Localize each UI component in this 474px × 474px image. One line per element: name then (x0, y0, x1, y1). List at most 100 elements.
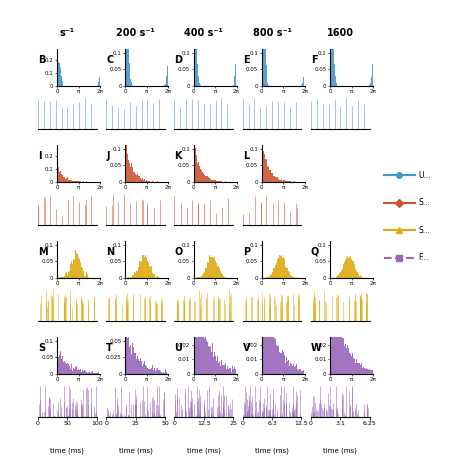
Bar (199, 83, 200, 86)
Bar (289, 366, 290, 374)
Bar (127, 26, 128, 86)
Bar (77, 370, 78, 374)
Bar (345, 260, 346, 278)
Bar (212, 257, 213, 278)
Bar (213, 357, 214, 374)
Text: K: K (174, 151, 182, 161)
Bar (276, 263, 277, 278)
Text: L: L (243, 151, 249, 161)
Bar (363, 367, 364, 374)
Bar (261, 269, 262, 374)
Bar (278, 179, 279, 182)
Bar (333, 44, 334, 86)
Bar (262, 29, 263, 86)
Bar (193, 46, 194, 86)
Bar (286, 181, 287, 182)
Bar (372, 64, 373, 86)
Bar (132, 343, 133, 374)
Bar (194, 147, 195, 182)
Bar (358, 274, 359, 278)
Bar (371, 77, 372, 86)
Bar (210, 257, 211, 278)
Bar (207, 342, 208, 374)
Bar (74, 369, 75, 374)
Bar (142, 366, 143, 374)
Bar (272, 272, 273, 278)
Bar (74, 260, 75, 278)
Bar (275, 339, 276, 374)
Bar (230, 368, 231, 374)
Bar (156, 369, 157, 374)
Bar (136, 271, 137, 278)
Bar (61, 76, 62, 86)
Bar (135, 174, 136, 182)
Bar (264, 154, 265, 182)
Bar (153, 370, 154, 374)
Bar (89, 373, 90, 374)
Bar (68, 180, 69, 182)
Bar (209, 260, 210, 278)
Bar (354, 358, 355, 374)
Bar (204, 272, 205, 278)
Bar (341, 271, 342, 278)
Bar (56, 354, 57, 374)
Bar (67, 275, 68, 278)
Bar (199, 330, 200, 374)
Bar (212, 343, 213, 374)
Bar (272, 173, 273, 182)
Bar (228, 369, 229, 374)
Bar (197, 300, 198, 374)
Bar (336, 83, 337, 86)
Bar (147, 368, 148, 374)
Bar (166, 75, 167, 86)
Bar (233, 369, 234, 374)
Bar (267, 83, 268, 86)
Text: D: D (174, 55, 182, 65)
Bar (78, 257, 79, 278)
Bar (194, 277, 195, 374)
Bar (352, 261, 353, 278)
Bar (77, 181, 78, 182)
Bar (73, 181, 74, 182)
Bar (132, 275, 133, 278)
Bar (221, 273, 222, 278)
Bar (360, 275, 361, 278)
Bar (154, 274, 155, 278)
Bar (296, 364, 297, 374)
Bar (141, 179, 142, 182)
Bar (279, 179, 280, 182)
Bar (98, 82, 99, 86)
Bar (362, 368, 363, 374)
Bar (63, 361, 64, 374)
Bar (73, 259, 74, 278)
Bar (211, 352, 212, 374)
Bar (84, 370, 85, 374)
Bar (371, 370, 372, 374)
Bar (279, 348, 280, 374)
Bar (284, 359, 285, 374)
Bar (69, 366, 70, 374)
Bar (77, 254, 78, 278)
Bar (165, 84, 166, 86)
Bar (223, 276, 224, 278)
Bar (277, 259, 278, 278)
Bar (144, 257, 145, 278)
Bar (63, 177, 64, 182)
Bar (129, 63, 130, 86)
Text: s⁻¹: s⁻¹ (60, 28, 75, 38)
Bar (127, 151, 128, 182)
Bar (83, 371, 84, 374)
Bar (87, 274, 88, 278)
Bar (58, 167, 59, 182)
Text: time (ms): time (ms) (118, 448, 153, 455)
Text: Q: Q (311, 247, 319, 257)
Bar (140, 178, 141, 182)
Bar (357, 272, 358, 278)
Bar (57, 356, 58, 374)
Bar (211, 257, 212, 278)
Text: I: I (38, 151, 41, 161)
Bar (283, 257, 284, 278)
Bar (216, 263, 217, 278)
Bar (195, 279, 196, 374)
Bar (130, 166, 131, 182)
